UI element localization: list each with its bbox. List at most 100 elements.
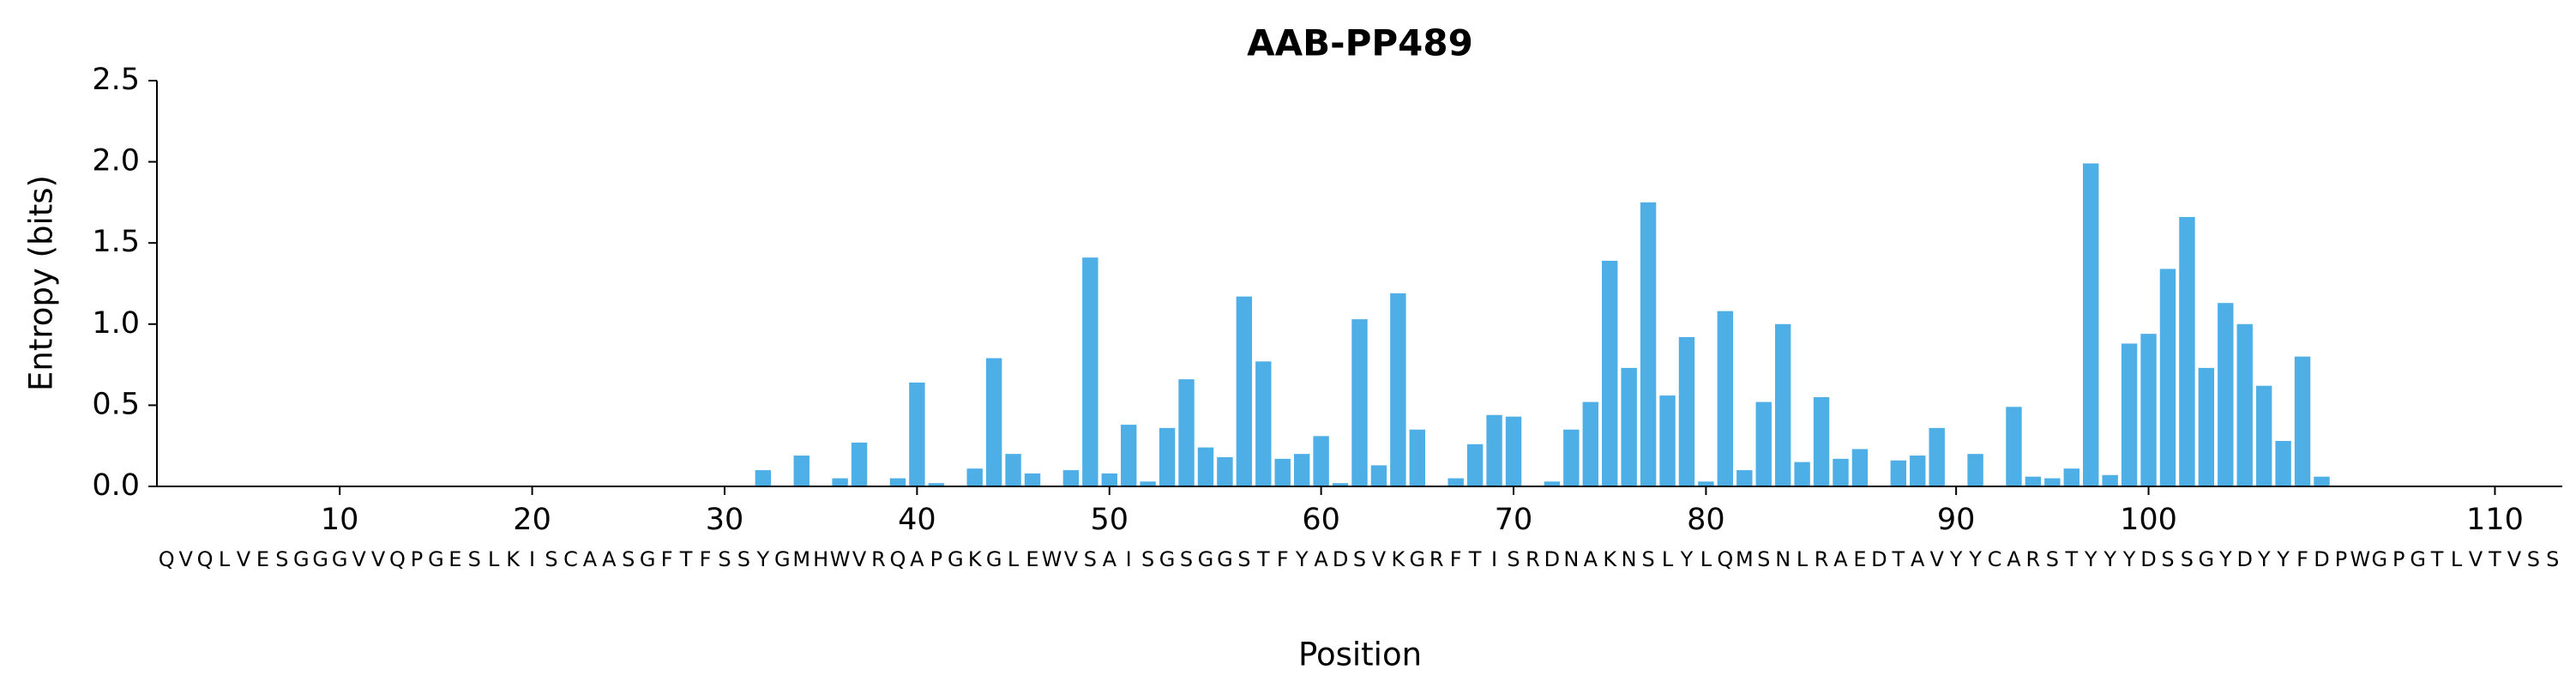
sequence-residue: T — [2488, 547, 2501, 571]
sequence-residue: Y — [2257, 547, 2271, 571]
bar — [1062, 470, 1080, 486]
sequence-residue: S — [468, 547, 481, 571]
sequence-residue: A — [583, 547, 598, 571]
bar — [2255, 385, 2272, 486]
bar — [1447, 478, 1464, 486]
x-axis-label: Position — [1298, 637, 1422, 673]
sequence-residue: Y — [2084, 547, 2098, 571]
sequence-residue: F — [1277, 547, 1289, 571]
sequence-residue: Y — [1949, 547, 1963, 571]
x-tick-label: 20 — [513, 503, 551, 537]
sequence-residue: S — [2546, 547, 2559, 571]
bar — [1005, 454, 1021, 486]
sequence-residue: W — [2350, 547, 2371, 571]
bar — [1024, 473, 1041, 486]
sequence-residue: Q — [889, 547, 906, 571]
sequence-residue: R — [1526, 547, 1540, 571]
sequence-residue: F — [661, 547, 673, 571]
x-tick-label: 110 — [2466, 503, 2524, 537]
bar — [1351, 319, 1368, 486]
x-tick-label: 60 — [1302, 503, 1340, 537]
sequence-residue: I — [1491, 547, 1497, 571]
bar — [793, 456, 810, 486]
sequence-residue: G — [986, 547, 1002, 571]
sequence-residue: S — [2161, 547, 2174, 571]
bar — [1332, 483, 1349, 486]
bar — [2294, 356, 2311, 486]
sequence-residue: T — [1468, 547, 1482, 571]
sequence-residue: C — [1988, 547, 2002, 571]
sequence-residue: N — [1563, 547, 1579, 571]
y-tick-label: 1.5 — [92, 225, 140, 259]
sequence-residue: G — [2410, 547, 2426, 571]
bar — [1640, 202, 1657, 486]
sequence-residue: V — [2507, 547, 2522, 571]
sequence-residue: P — [2392, 547, 2404, 571]
sequence-residue: S — [1353, 547, 1366, 571]
sequence-residue: M — [1736, 547, 1754, 571]
sequence-residue: T — [679, 547, 693, 571]
sequence-residue: L — [1008, 547, 1020, 571]
bar — [2236, 323, 2253, 486]
sequence-residue: G — [2199, 547, 2215, 571]
sequence-residue: A — [1103, 547, 1117, 571]
sequence-residue: K — [1392, 547, 1406, 571]
bar — [1659, 395, 1676, 486]
sequence-residue: G — [948, 547, 964, 571]
bar — [985, 358, 1002, 486]
sequence-residue: G — [332, 547, 348, 571]
bar — [1082, 257, 1098, 486]
sequence-residue: V — [237, 547, 251, 571]
sequence-residue: D — [2140, 547, 2156, 571]
bar — [755, 470, 772, 486]
sequence-residue: T — [2064, 547, 2078, 571]
sequence-residue: Y — [2103, 547, 2116, 571]
bar — [1121, 425, 1137, 486]
x-tick-label: 90 — [1937, 503, 1976, 537]
bar — [1313, 436, 1329, 486]
bar — [1140, 481, 1156, 486]
sequence-residue: P — [2335, 547, 2347, 571]
sequence-residue: W — [830, 547, 851, 571]
bar — [1833, 458, 1849, 486]
sequence-residue: D — [1544, 547, 1560, 571]
sequence-residue: D — [2236, 547, 2252, 571]
sequence-residue: P — [411, 547, 423, 571]
bar — [1217, 456, 1233, 486]
sequence-residue: D — [1871, 547, 1887, 571]
sequence-residue: S — [737, 547, 750, 571]
sequence-residue: S — [2527, 547, 2540, 571]
sequence-residue: D — [1333, 547, 1348, 571]
bar — [832, 478, 848, 486]
sequence-residue: G — [774, 547, 791, 571]
y-axis-label: Entropy (bits) — [23, 175, 60, 391]
x-tick-label: 10 — [321, 503, 359, 537]
sequence-residue: R — [1815, 547, 1829, 571]
bar — [1967, 454, 1983, 486]
sequence-residue: Y — [2218, 547, 2232, 571]
bar — [1813, 396, 1830, 486]
sequence-residue: I — [529, 547, 535, 571]
y-tick-label: 0.0 — [92, 468, 140, 503]
sequence-residue: A — [602, 547, 617, 571]
sequence-residue: G — [1159, 547, 1176, 571]
bar — [2140, 334, 2157, 486]
bar — [1486, 414, 1502, 486]
sequence-residue: E — [256, 547, 269, 571]
sequence-residue: A — [1314, 547, 1328, 571]
bar — [1409, 429, 1426, 486]
sequence-residue: A — [1911, 547, 1925, 571]
x-tick-label: 70 — [1495, 503, 1533, 537]
sequence-residue: N — [1622, 547, 1637, 571]
sequence-residue: V — [178, 547, 193, 571]
bar — [2179, 216, 2195, 487]
bar — [1851, 449, 1869, 486]
bar — [1717, 311, 1734, 486]
bar — [1563, 429, 1580, 486]
y-tick-label: 2.5 — [92, 63, 140, 97]
sequence-residue: E — [448, 547, 461, 571]
sequence-residue: S — [622, 547, 635, 571]
bar — [851, 442, 868, 486]
sequence-residue: Y — [1680, 547, 1694, 571]
